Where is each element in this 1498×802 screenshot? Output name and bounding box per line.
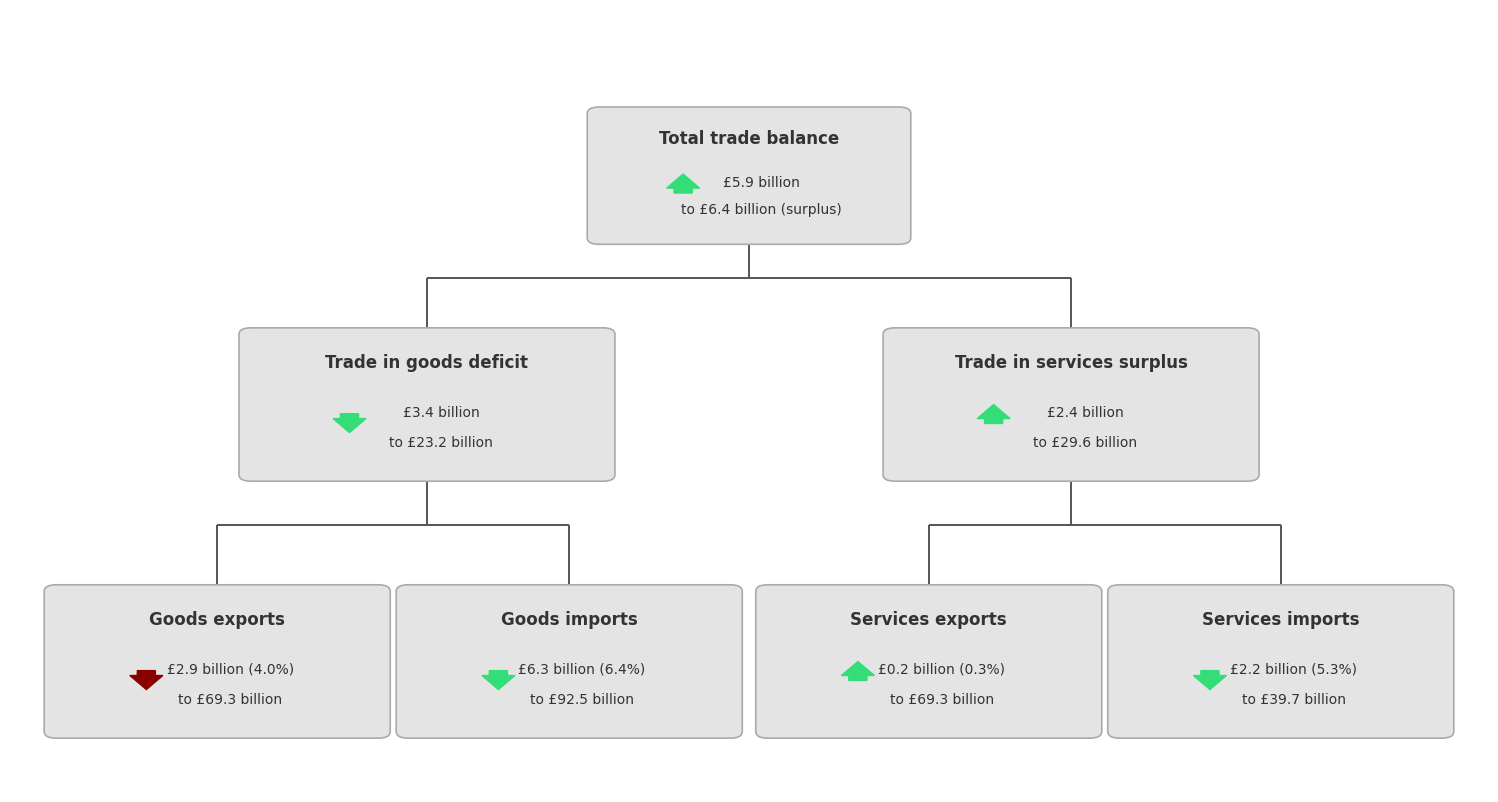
Polygon shape bbox=[667, 175, 700, 194]
Text: £2.2 billion (5.3%): £2.2 billion (5.3%) bbox=[1230, 662, 1357, 675]
Text: Goods exports: Goods exports bbox=[150, 610, 285, 629]
Text: Trade in services surplus: Trade in services surplus bbox=[954, 354, 1188, 372]
Polygon shape bbox=[333, 414, 366, 433]
Text: £0.2 billion (0.3%): £0.2 billion (0.3%) bbox=[878, 662, 1005, 675]
FancyBboxPatch shape bbox=[43, 585, 389, 738]
Text: to £69.3 billion: to £69.3 billion bbox=[178, 693, 282, 707]
Text: £6.3 billion (6.4%): £6.3 billion (6.4%) bbox=[518, 662, 646, 675]
Polygon shape bbox=[130, 670, 163, 690]
Polygon shape bbox=[977, 405, 1010, 424]
Text: £2.4 billion: £2.4 billion bbox=[1047, 405, 1124, 419]
Polygon shape bbox=[482, 670, 515, 690]
FancyBboxPatch shape bbox=[587, 108, 911, 245]
FancyBboxPatch shape bbox=[395, 585, 743, 738]
Text: £2.9 billion (4.0%): £2.9 billion (4.0%) bbox=[166, 662, 294, 675]
FancyBboxPatch shape bbox=[1107, 585, 1453, 738]
Text: Services imports: Services imports bbox=[1201, 610, 1360, 629]
Polygon shape bbox=[842, 662, 875, 681]
Text: to £6.4 billion (surplus): to £6.4 billion (surplus) bbox=[680, 203, 842, 217]
Text: Total trade balance: Total trade balance bbox=[659, 130, 839, 148]
Polygon shape bbox=[1194, 670, 1227, 690]
FancyBboxPatch shape bbox=[882, 329, 1258, 481]
Text: £5.9 billion: £5.9 billion bbox=[722, 176, 800, 189]
Text: Trade in goods deficit: Trade in goods deficit bbox=[325, 354, 529, 372]
FancyBboxPatch shape bbox=[755, 585, 1101, 738]
Text: to £92.5 billion: to £92.5 billion bbox=[530, 693, 634, 707]
Text: Services exports: Services exports bbox=[851, 610, 1007, 629]
Text: to £29.6 billion: to £29.6 billion bbox=[1034, 436, 1137, 450]
Text: £3.4 billion: £3.4 billion bbox=[403, 405, 479, 419]
Text: to £23.2 billion: to £23.2 billion bbox=[389, 436, 493, 450]
Text: Goods imports: Goods imports bbox=[500, 610, 638, 629]
FancyBboxPatch shape bbox=[238, 329, 614, 481]
Text: to £69.3 billion: to £69.3 billion bbox=[890, 693, 993, 707]
Text: to £39.7 billion: to £39.7 billion bbox=[1242, 693, 1345, 707]
